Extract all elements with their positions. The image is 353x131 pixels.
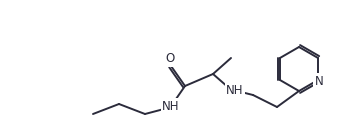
Text: O: O [165, 53, 175, 66]
Text: NH: NH [162, 100, 180, 113]
Text: NH: NH [226, 83, 244, 97]
Text: N: N [315, 75, 323, 88]
